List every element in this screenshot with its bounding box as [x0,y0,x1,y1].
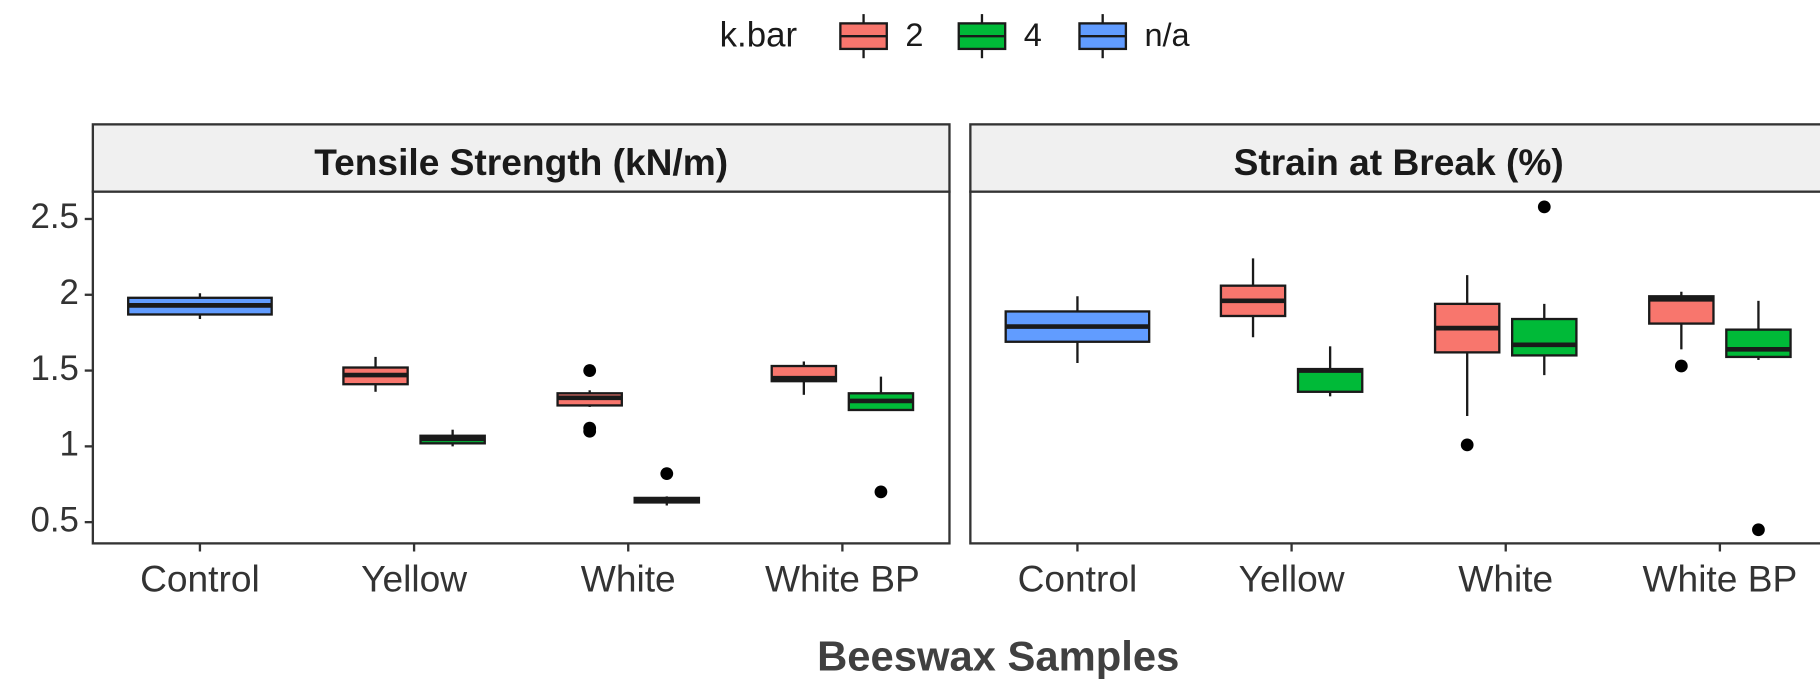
y-tick-label: 2 [60,273,79,312]
outlier [583,364,597,377]
outlier [660,467,674,481]
y-tick-label: 1 [60,425,79,464]
x-tick-label: White BP [1643,557,1798,599]
outlier [874,485,888,499]
outlier [1752,523,1765,537]
x-tick-label: Yellow [1239,557,1345,599]
panel-title: Tensile Strength (kN/m) [314,141,728,183]
x-tick-label: Yellow [361,557,467,599]
outlier [1460,438,1474,452]
outlier [1537,200,1551,214]
box [1725,328,1792,359]
legend-title: k.bar [720,16,798,55]
x-tick-label: White [1458,557,1553,599]
x-tick-label: Control [1018,557,1138,599]
x-tick-label: White [581,557,676,599]
y-tick-label: 1.5 [31,349,79,388]
legend-label: n/a [1144,17,1190,53]
outlier [1674,359,1688,373]
legend-label: 2 [905,17,923,53]
x-tick-label: White BP [765,557,920,599]
x-axis-title: Beeswax Samples [817,632,1179,679]
box [1511,317,1578,357]
legend-label: 4 [1024,17,1042,53]
y-tick-label: 2.5 [31,197,79,236]
y-tick-label: 0.5 [31,500,79,539]
strip [91,123,951,193]
panel-title: Strain at Break (%) [1234,141,1564,183]
x-tick-label: Control [140,557,260,599]
outlier [583,424,597,438]
panel [969,190,1820,545]
